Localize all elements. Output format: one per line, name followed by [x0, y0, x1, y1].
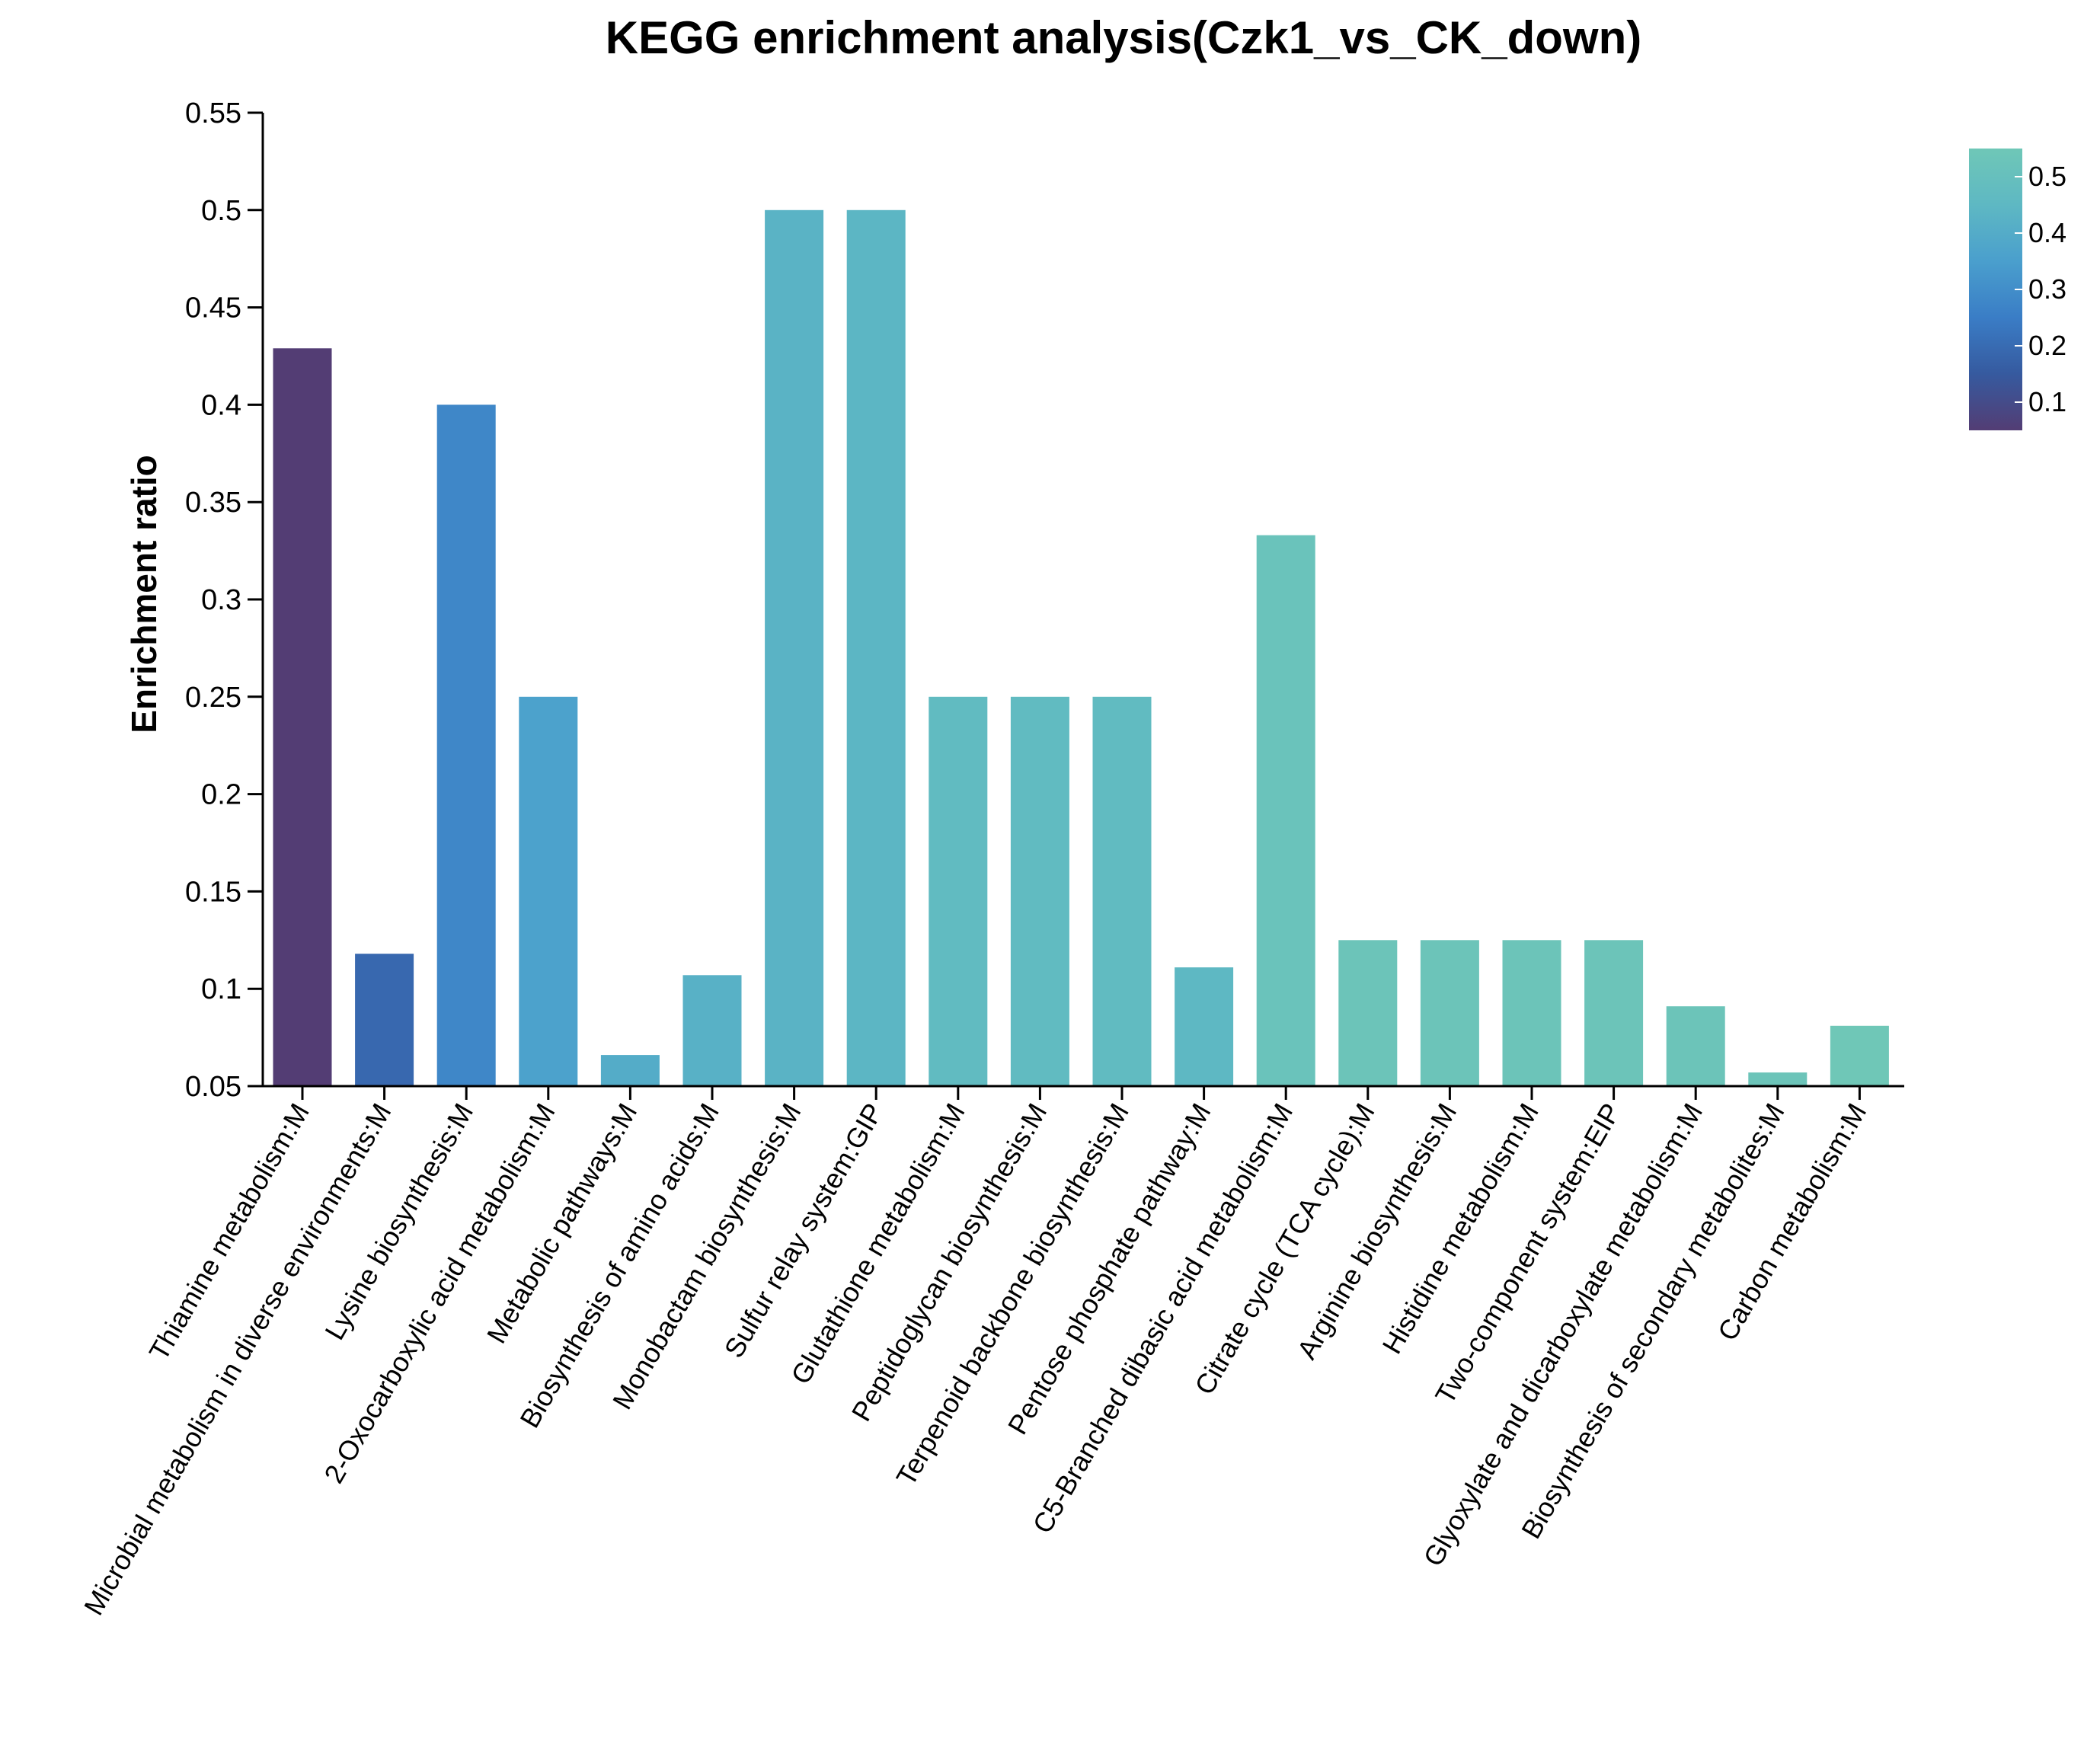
bar-4	[519, 696, 578, 1086]
y-tick-label: 0.1	[201, 973, 241, 1005]
y-tick-label: 0.2	[201, 779, 241, 811]
colorbar-tick-label: 0.3	[2028, 273, 2066, 305]
bar-1	[273, 348, 332, 1086]
y-tick-label: 0.05	[185, 1071, 241, 1103]
bar-6	[682, 975, 742, 1086]
y-tick-label: 0.3	[201, 584, 241, 616]
y-tick-label: 0.4	[201, 389, 241, 421]
bars-group	[273, 209, 1889, 1086]
colorbar-tick-label: 0.2	[2028, 330, 2066, 361]
bar-14	[1338, 940, 1398, 1086]
colorbar-gradient	[1969, 149, 2022, 430]
chart-title: KEGG enrichment analysis(Czk1_vs_CK_down…	[606, 12, 1641, 63]
bar-9	[929, 696, 988, 1086]
x-tick-label: Arginine biosynthesis:M	[1291, 1098, 1463, 1365]
y-tick-label: 0.35	[185, 487, 241, 519]
bar-13	[1256, 535, 1315, 1086]
bar-16	[1502, 940, 1561, 1086]
bar-10	[1010, 696, 1069, 1086]
bar-18	[1666, 1006, 1725, 1086]
x-tick-label: Sulfur relay system:GIP	[718, 1098, 890, 1363]
y-tick-label: 0.5	[201, 195, 241, 227]
y-axis-label: Enrichment ratio	[124, 455, 164, 733]
x-tick-label: Carbon metabolism:M	[1712, 1098, 1873, 1346]
x-tick-label: Microbial metabolism in diverse environm…	[78, 1098, 398, 1621]
bar-5	[600, 1055, 660, 1086]
y-tick-label: 0.45	[185, 292, 241, 324]
bar-20	[1830, 1025, 1889, 1086]
bar-19	[1748, 1072, 1808, 1086]
bar-2	[355, 954, 414, 1086]
x-tick-label: Metabolic pathways:M	[481, 1098, 644, 1349]
y-tick-label: 0.25	[185, 682, 241, 714]
colorbar-tick-label: 0.5	[2028, 161, 2066, 192]
bar-7	[765, 209, 824, 1086]
bar-11	[1092, 696, 1152, 1086]
y-tick-label: 0.55	[185, 97, 241, 129]
y-tick-label: 0.15	[185, 876, 241, 908]
colorbar: 0.1 0.2 0.3 0.4 0.5	[1969, 149, 2066, 430]
x-tick-label: Thiamine metabolism:M	[142, 1098, 315, 1366]
bar-8	[846, 209, 906, 1086]
colorbar-tick-label: 0.4	[2028, 217, 2066, 248]
x-tick-label: Lysine biosynthesis:M	[318, 1098, 479, 1345]
colorbar-tick-label: 0.1	[2028, 386, 2066, 417]
bar-3	[436, 404, 496, 1086]
bar-15	[1420, 940, 1479, 1086]
bar-12	[1175, 967, 1234, 1086]
bar-17	[1584, 940, 1644, 1086]
y-axis: 0.05 0.1 0.15 0.2 0.25 0.3 0.35 0.4 0.45 0.5 0.55	[185, 97, 264, 1103]
x-tick-label: Histidine metabolism:M	[1376, 1098, 1545, 1360]
